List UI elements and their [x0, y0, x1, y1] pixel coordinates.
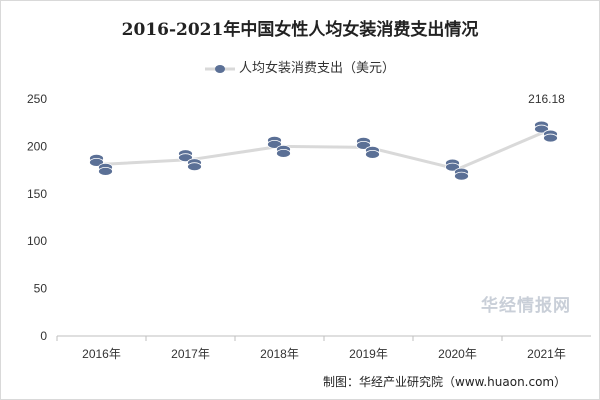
coin-stack-icon [89, 154, 113, 176]
coin-stack-icon [178, 149, 202, 172]
y-tick-label: 100 [27, 234, 47, 248]
y-tick-label: 0 [40, 329, 47, 343]
y-tick-label: 200 [27, 139, 47, 153]
coin-stack-icon [267, 135, 291, 158]
x-tick-label: 2016年 [82, 347, 121, 361]
y-tick-label: 250 [27, 92, 47, 106]
data-label: 216.18 [528, 92, 565, 106]
x-tick-label: 2021年 [527, 347, 566, 361]
y-tick-label: 150 [27, 187, 47, 201]
legend-label: 人均女装消费支出（美元） [238, 61, 395, 76]
coin-stack-icon [534, 120, 558, 143]
y-tick-label: 50 [34, 282, 48, 296]
x-tick-label: 2019年 [349, 347, 388, 361]
series-line [101, 129, 548, 171]
x-tick-label: 2017年 [171, 347, 210, 361]
coin-stack-icon [356, 136, 380, 159]
legend: 人均女装消费支出（美元） [1, 57, 599, 76]
coin-stack-icon [445, 158, 469, 181]
x-tick-label: 2020年 [438, 347, 477, 361]
legend-marker-icon [204, 64, 235, 73]
x-tick-label: 2018年 [260, 347, 299, 361]
chart-title: 2016-2021年中国女性人均女装消费支出情况 [121, 20, 479, 40]
watermark: 华经情报网 [481, 296, 571, 316]
source-text: 制图：华经产业研究院（www.huaon.com） [323, 375, 567, 389]
